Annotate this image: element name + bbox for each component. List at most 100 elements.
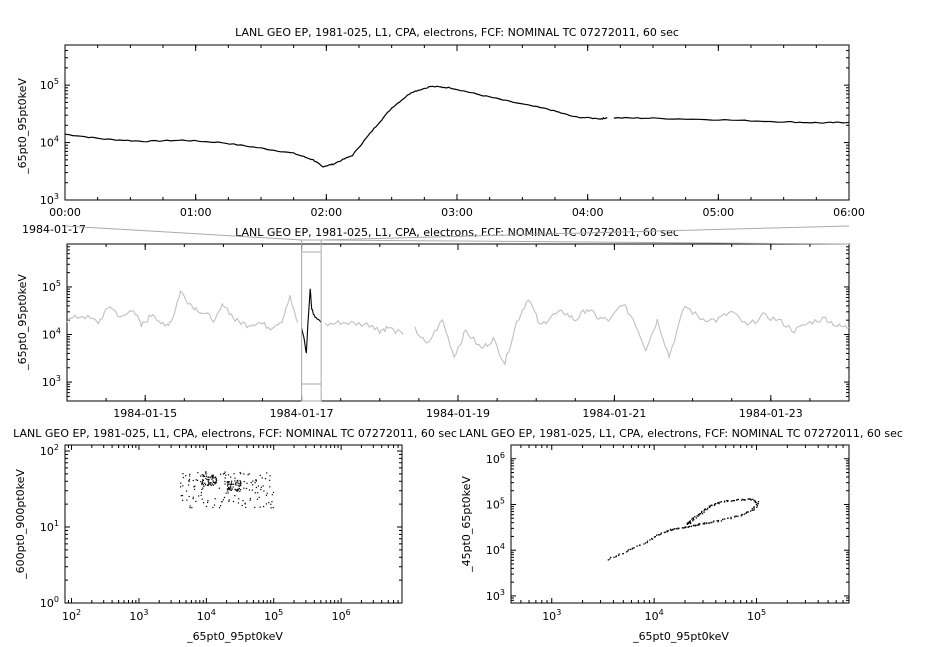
bottom-left-point-42: [202, 487, 204, 489]
bottom-left-point-107: [203, 485, 205, 487]
bottom-right-point-168: [703, 511, 705, 513]
bottom-right-point-37: [666, 530, 668, 532]
bottom-left-point-243: [234, 488, 236, 490]
bottom-left-point-76: [220, 505, 222, 507]
bottom-right-point-40: [670, 529, 673, 532]
bottom-left-point-200: [237, 484, 239, 486]
bottom-left-point-86: [224, 477, 226, 479]
bottom-left-point-68: [240, 472, 242, 475]
bottom-left-point-65: [203, 502, 205, 504]
bottom-left-point-111: [182, 473, 184, 475]
bottom-right-point-81: [716, 520, 718, 522]
axes-frame-bottom-right: [510, 444, 850, 604]
middle-y-tick-label-0: 103: [42, 374, 61, 389]
bottom-left-point-169: [204, 484, 207, 486]
bottom-left-point-13: [207, 501, 209, 504]
bottom-left-point-109: [269, 486, 271, 488]
top-x-tick-label-2: 02:00: [310, 206, 342, 219]
bottom-left-point-217: [236, 479, 238, 482]
bottom-right-point-129: [744, 499, 746, 501]
bottom-left-point-145: [214, 477, 216, 479]
bottom-right-point-0: [607, 559, 610, 561]
bottom-left-point-20: [232, 500, 235, 503]
bottom-left-point-102: [263, 505, 265, 508]
bottom-left-point-212: [240, 483, 242, 485]
middle-highlight-box: [301, 239, 322, 402]
top-y-tick-label-2: 105: [40, 77, 59, 92]
bottom-left-point-227: [230, 484, 232, 486]
bottom-right-point-136: [736, 499, 739, 501]
bottom-left-point-127: [234, 477, 236, 479]
bottom-left-point-223: [238, 486, 240, 488]
bottom-right-point-141: [727, 499, 729, 502]
axes-frame-bottom-left: [64, 444, 403, 604]
bottom-left-point-95: [252, 484, 254, 486]
bottom-right-point-35: [664, 531, 667, 533]
bottom-right-point-28: [654, 536, 657, 538]
bottom-right-point-125: [750, 498, 752, 501]
bottom-right-point-36: [666, 530, 669, 533]
bottom-left-x-tick-label-0: 102: [62, 608, 81, 623]
bottom-left-point-144: [208, 481, 210, 484]
bottom-left-point-106: [230, 476, 232, 478]
bottom-left-point-157: [214, 482, 216, 484]
bottom-right-point-172: [699, 513, 702, 515]
bottom-right-point-140: [730, 500, 733, 502]
bottom-left-point-59: [189, 475, 191, 477]
bottom-right-point-55: [685, 526, 687, 528]
top-series-line-0: [64, 85, 850, 168]
bottom-left-point-236: [230, 486, 232, 488]
chart-middle-plot: 103 104 105 1984-01-15 1984-01-17 1984-01-19 1…: [42, 239, 850, 420]
bottom-left-point-80: [222, 499, 224, 501]
bottom-left-point-238: [234, 483, 237, 485]
bottom-left-point-164: [200, 481, 202, 483]
bottom-right-point-106: [753, 509, 755, 511]
bottom-right-point-192: [689, 522, 692, 524]
bottom-left-point-57: [265, 494, 268, 496]
bottom-left-point-67: [228, 500, 230, 502]
bottom-right-y-tick-label-0: 103: [486, 588, 505, 603]
bottom-left-point-220: [236, 481, 238, 483]
bottom-left-point-230: [228, 481, 230, 483]
bottom-right-point-179: [692, 517, 694, 519]
bottom-right-point-181: [692, 518, 694, 520]
bottom-right-point-14: [631, 548, 633, 550]
bottom-right-point-196: [687, 522, 689, 525]
bottom-left-point-84: [212, 506, 214, 509]
bottom-left-point-239: [228, 486, 230, 489]
bottom-right-point-120: [754, 500, 757, 502]
bottom-left-point-207: [236, 490, 238, 492]
bottom-left-y-tick-label-0: 100: [40, 595, 59, 610]
bottom-left-point-138: [270, 503, 272, 505]
bottom-left-point-179: [211, 478, 213, 480]
bottom-left-point-205: [231, 483, 233, 485]
chart-bottom-left-plot: 100 101 102 102 103 104 105 106: [40, 443, 403, 623]
bottom-left-point-24: [266, 492, 268, 494]
bottom-right-point-135: [735, 499, 738, 501]
bottom-right-point-41: [669, 528, 672, 530]
bottom-left-y-tick-label-1: 101: [40, 519, 59, 534]
bottom-left-point-160: [209, 477, 211, 479]
bottom-right-point-69: [699, 523, 701, 525]
bottom-right-point-127: [748, 498, 750, 500]
bottom-left-point-26: [238, 498, 240, 500]
bottom-right-point-130: [742, 499, 745, 501]
bottom-right-point-65: [696, 524, 699, 526]
chart-middle-title: LANL GEO EP, 1981-025, L1, CPA, electron…: [235, 226, 679, 239]
bottom-left-point-203: [237, 480, 239, 482]
bottom-right-point-117: [757, 501, 760, 503]
chart-bottom-right-xlabel: _65pt0_95pt0keV: [632, 630, 729, 643]
bottom-right-x-tick-label-2: 105: [747, 608, 766, 623]
bottom-right-point-149: [718, 502, 720, 505]
bottom-left-point-153: [215, 476, 217, 478]
bottom-right-point-34: [663, 531, 666, 534]
bottom-left-point-222: [227, 483, 229, 486]
bottom-right-point-173: [697, 513, 700, 516]
bottom-left-point-32: [271, 501, 273, 503]
middle-y-tick-label-2: 105: [42, 279, 61, 294]
middle-x-tick-label-2: 1984-01-19: [426, 407, 490, 420]
bottom-left-point-237: [230, 483, 232, 485]
chart-bottom-left-title: LANL GEO EP, 1981-025, L1, CPA, electron…: [13, 427, 457, 440]
bottom-left-point-118: [255, 480, 257, 482]
middle-x-tick-label-1: 1984-01-17: [270, 407, 334, 420]
